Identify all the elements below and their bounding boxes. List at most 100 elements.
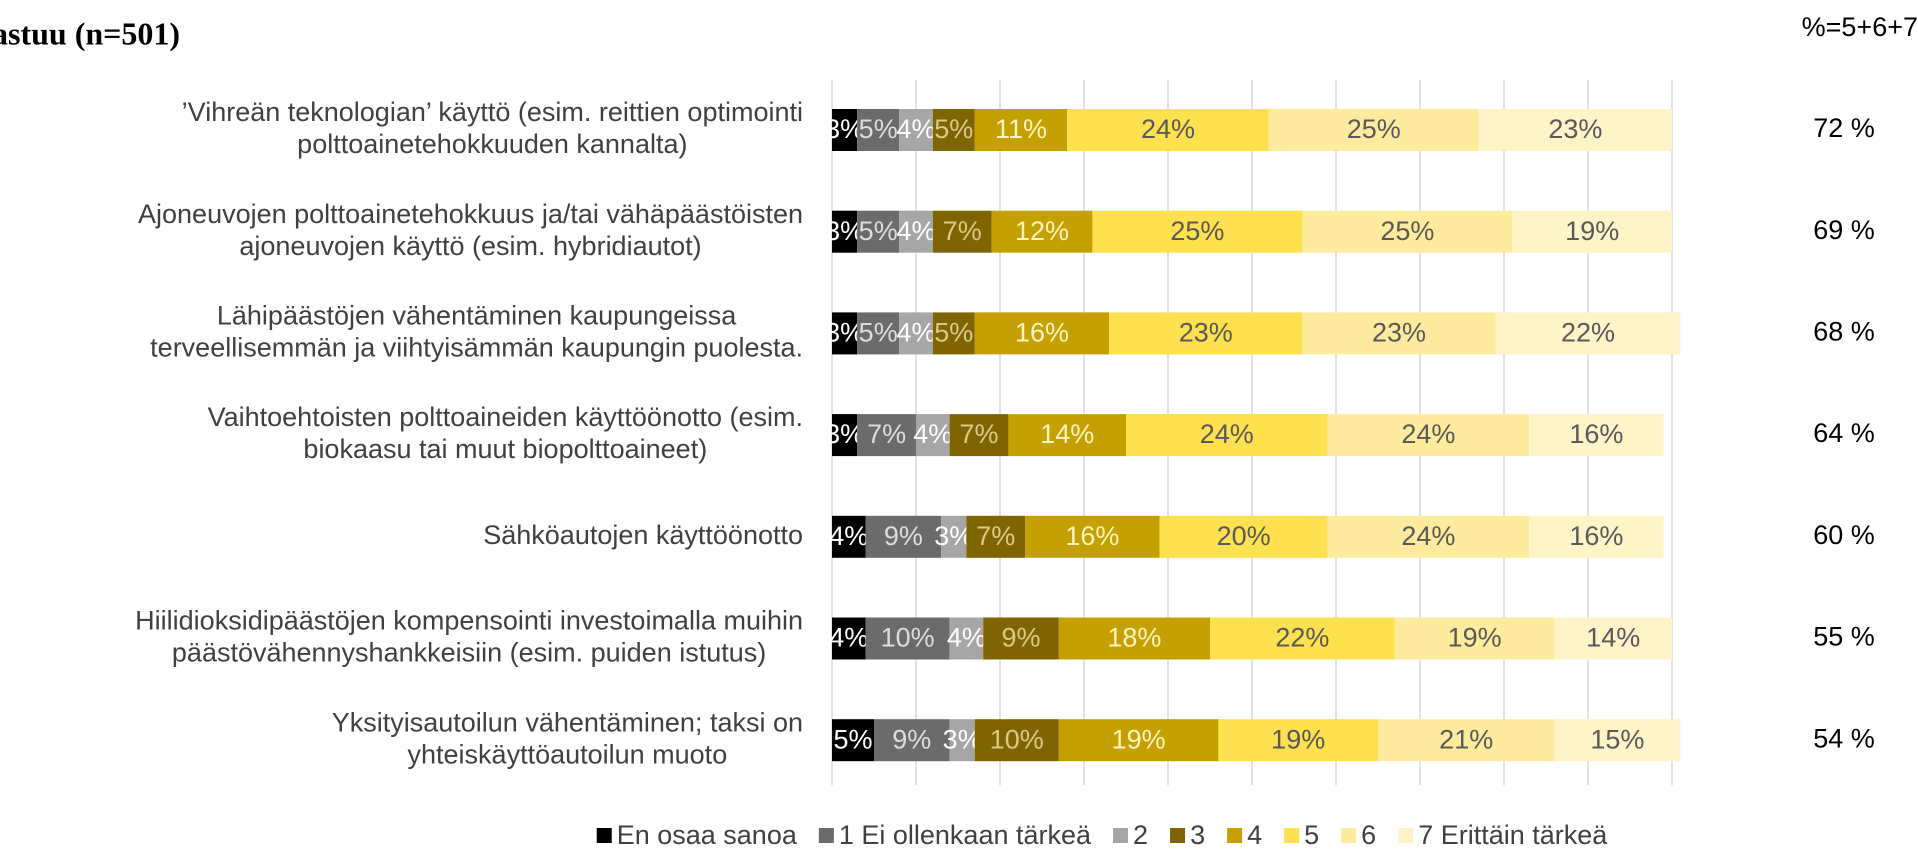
value-label: 19% bbox=[1448, 623, 1502, 653]
legend-swatch bbox=[1227, 828, 1243, 843]
legend-swatch bbox=[596, 828, 612, 843]
value-label: 4% bbox=[896, 114, 935, 144]
legend-swatch bbox=[1170, 828, 1186, 843]
legend-swatch bbox=[1113, 828, 1129, 843]
category-label: Sähköautojen käyttöönotto bbox=[483, 520, 803, 550]
bar-segment bbox=[949, 719, 975, 762]
value-label: 12% bbox=[1015, 216, 1069, 246]
legend-label: En osaa sanoa bbox=[617, 820, 798, 849]
value-label: 10% bbox=[881, 623, 935, 653]
bar-segment bbox=[832, 515, 866, 558]
bar-segment bbox=[1008, 414, 1126, 457]
category-label: Lähipäästöjen vähentäminen kaupungeissa bbox=[217, 301, 737, 331]
bar-segment bbox=[899, 210, 933, 253]
value-label: 19% bbox=[1271, 724, 1325, 754]
legend-label: 5 bbox=[1304, 820, 1319, 849]
value-label: 22% bbox=[1561, 318, 1615, 348]
total-label: 64 % bbox=[1813, 418, 1875, 448]
bar-segment bbox=[832, 210, 858, 253]
value-label: 7% bbox=[867, 419, 906, 449]
bar-segment bbox=[1327, 414, 1530, 457]
value-label: 18% bbox=[1107, 623, 1161, 653]
bar-segment bbox=[1210, 617, 1395, 660]
bar-segment bbox=[1512, 210, 1672, 253]
category-label: päästövähennyshankkeisiin (esim. puiden … bbox=[172, 638, 766, 668]
bar-segment bbox=[832, 719, 874, 762]
value-label: 7% bbox=[976, 521, 1015, 551]
bar-segment bbox=[899, 109, 933, 151]
bar-segment bbox=[966, 515, 1026, 558]
legend-label: 4 bbox=[1247, 820, 1262, 849]
bar-segment bbox=[832, 617, 866, 660]
legend-swatch bbox=[1284, 828, 1300, 843]
bar-segment bbox=[932, 109, 975, 151]
bar-segment bbox=[874, 719, 950, 762]
total-label: 54 % bbox=[1813, 723, 1875, 753]
value-label: 23% bbox=[1372, 318, 1426, 348]
bar-segment bbox=[983, 617, 1059, 660]
bar-segment bbox=[974, 312, 1110, 355]
bar-segment bbox=[1058, 617, 1210, 660]
value-label: 25% bbox=[1170, 216, 1224, 246]
value-label: 24% bbox=[1401, 419, 1455, 449]
bar-segment bbox=[857, 414, 916, 457]
bar-segment bbox=[832, 109, 858, 151]
legend-label: 7 Erittäin tärkeä bbox=[1418, 820, 1608, 849]
bar-segment bbox=[1529, 515, 1664, 558]
bar-segment bbox=[1302, 210, 1513, 253]
value-label: 24% bbox=[1141, 114, 1195, 144]
bar-segment bbox=[949, 414, 1009, 457]
value-label: 10% bbox=[990, 724, 1044, 754]
bar-segment bbox=[865, 515, 942, 558]
value-label: 4% bbox=[896, 318, 935, 348]
value-label: 16% bbox=[1569, 419, 1623, 449]
bar-segment bbox=[832, 312, 858, 355]
value-label: 7% bbox=[943, 216, 982, 246]
bar-segment bbox=[1159, 515, 1328, 558]
bar-segment bbox=[932, 210, 992, 253]
value-label: 15% bbox=[1590, 724, 1644, 754]
bar-segment bbox=[974, 719, 1059, 762]
value-label: 4% bbox=[947, 623, 986, 653]
value-label: 5% bbox=[934, 318, 973, 348]
value-label: 16% bbox=[1569, 521, 1623, 551]
legend-label: 1 Ei ollenkaan tärkeä bbox=[839, 820, 1092, 849]
bar-segment bbox=[991, 210, 1093, 253]
value-label: 14% bbox=[1586, 623, 1640, 653]
category-label: Hiilidioksidipäästöjen kompensointi inve… bbox=[135, 606, 803, 636]
value-label: 7% bbox=[959, 419, 998, 449]
legend-label: 2 bbox=[1133, 820, 1148, 849]
total-label: 60 % bbox=[1813, 520, 1875, 550]
bar-segment bbox=[1109, 312, 1303, 355]
value-label: 23% bbox=[1548, 114, 1602, 144]
value-label: 25% bbox=[1380, 216, 1434, 246]
value-label: 5% bbox=[859, 114, 898, 144]
legend-label: 3 bbox=[1190, 820, 1205, 849]
bar-segment bbox=[899, 312, 933, 355]
value-label: 16% bbox=[1015, 318, 1069, 348]
bar-segment bbox=[1025, 515, 1160, 558]
category-label: polttoainetehokkuuden kannalta) bbox=[297, 129, 687, 159]
bar-segment bbox=[1218, 719, 1378, 762]
bar-segment bbox=[1092, 210, 1303, 253]
total-label: 55 % bbox=[1813, 622, 1875, 652]
category-label: biokaasu tai muut biopolttoaineet) bbox=[303, 434, 707, 464]
bar-segment bbox=[1394, 617, 1555, 660]
bar-segment bbox=[1478, 109, 1672, 151]
value-label: 9% bbox=[884, 521, 923, 551]
value-label: 4% bbox=[913, 419, 952, 449]
category-label: ’Vihreän teknologian’ käyttö (esim. reit… bbox=[182, 97, 803, 127]
bar-segment bbox=[916, 414, 950, 457]
value-label: 16% bbox=[1065, 521, 1119, 551]
category-label: Vaihtoehtoisten polttoaineiden käyttööno… bbox=[208, 402, 803, 432]
value-label: 24% bbox=[1200, 419, 1254, 449]
total-label: 72 % bbox=[1813, 113, 1875, 143]
bar-segment bbox=[865, 617, 950, 660]
bar-segment bbox=[857, 312, 900, 355]
total-label: 69 % bbox=[1813, 215, 1875, 245]
value-label: 11% bbox=[995, 114, 1047, 144]
bar-segment bbox=[974, 109, 1068, 151]
value-label: 24% bbox=[1401, 521, 1455, 551]
